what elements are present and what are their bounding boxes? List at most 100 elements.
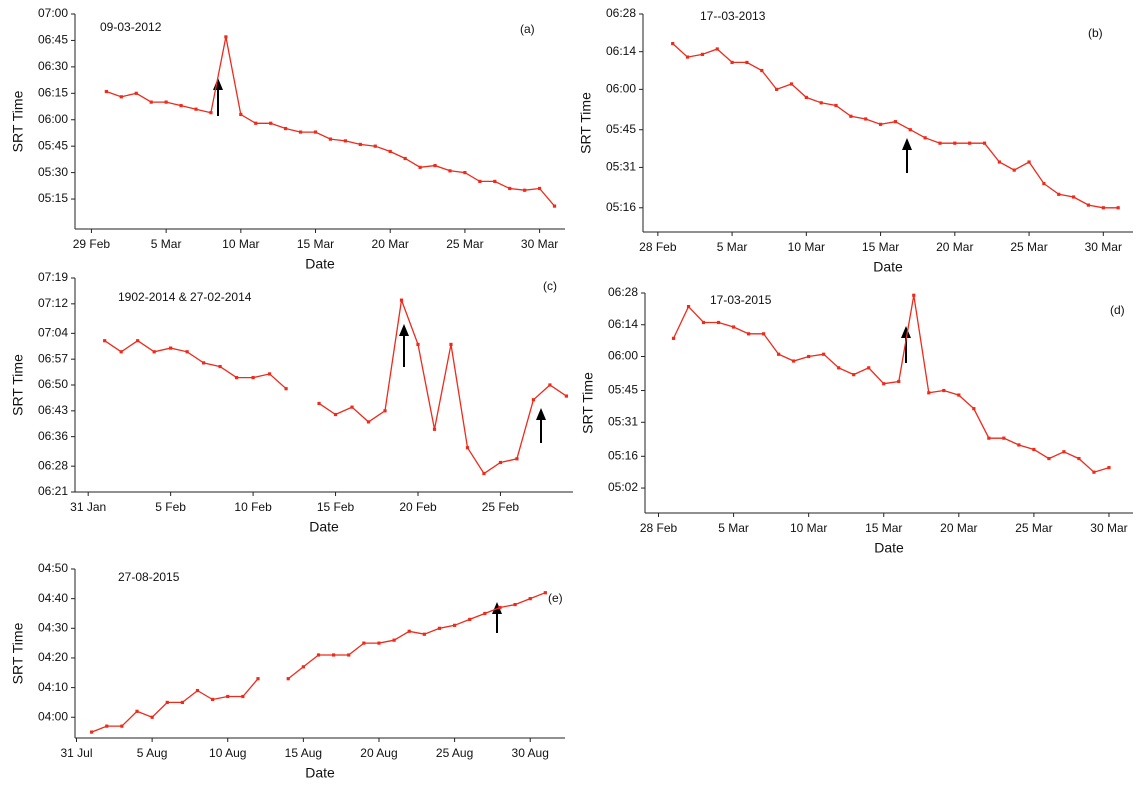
data-point xyxy=(449,342,453,347)
data-point xyxy=(777,352,781,356)
data-point xyxy=(388,149,392,154)
data-point xyxy=(849,114,853,118)
data-point xyxy=(180,700,184,705)
y-tick-label: 05:31 xyxy=(606,160,636,174)
data-point xyxy=(982,141,987,145)
data-point xyxy=(254,121,258,125)
x-axis-label: Date xyxy=(874,540,904,556)
data-point xyxy=(373,144,377,148)
data-point xyxy=(284,387,288,391)
chart-title: 1902-2014 & 27-02-2014 xyxy=(118,290,252,304)
data-point xyxy=(760,68,764,73)
data-point xyxy=(1032,447,1036,452)
data-point xyxy=(241,694,245,699)
y-axis-label: SRT Time xyxy=(580,372,596,434)
data-point xyxy=(333,412,338,417)
data-point xyxy=(822,352,826,356)
data-point xyxy=(350,405,354,409)
y-tick-label: 06:50 xyxy=(38,377,68,391)
x-tick-label: 25 Aug xyxy=(436,746,473,760)
x-tick-label: 29 Feb xyxy=(73,237,111,251)
data-point xyxy=(730,60,734,65)
y-tick-label: 06:45 xyxy=(38,33,68,47)
data-point xyxy=(1077,456,1081,461)
y-tick-label: 07:19 xyxy=(38,270,68,284)
y-tick-label: 06:28 xyxy=(38,458,68,472)
data-point xyxy=(968,141,972,145)
data-point xyxy=(819,101,823,105)
data-point xyxy=(468,617,472,622)
data-point xyxy=(149,100,153,104)
data-point xyxy=(119,95,123,99)
data-point xyxy=(251,376,255,380)
x-tick-label: 20 Mar xyxy=(372,237,409,251)
data-point xyxy=(1042,181,1046,186)
panel-label: (a) xyxy=(520,22,535,36)
data-point xyxy=(701,320,706,325)
y-tick-label: 06:00 xyxy=(38,112,68,126)
y-tick-label: 05:15 xyxy=(38,191,68,205)
data-point xyxy=(837,366,841,370)
arrow xyxy=(536,408,546,443)
x-tick-label: 31 Jul xyxy=(60,746,92,760)
data-point xyxy=(1012,168,1016,172)
data-point xyxy=(893,120,898,124)
data-point xyxy=(482,471,486,476)
x-tick-label: 25 Mar xyxy=(1010,240,1047,254)
y-tick-label: 05:31 xyxy=(608,414,638,428)
x-tick-label: 30 Mar xyxy=(1090,521,1127,535)
data-point xyxy=(298,130,303,134)
data-point xyxy=(152,350,156,354)
data-point xyxy=(165,700,169,705)
data-point xyxy=(543,591,547,595)
y-tick-label: 06:36 xyxy=(38,429,68,443)
data-point xyxy=(957,393,961,397)
x-tick-label: 10 Mar xyxy=(788,240,825,254)
data-point xyxy=(269,121,273,125)
y-tick-label: 06:00 xyxy=(608,349,638,363)
data-point xyxy=(407,629,411,633)
data-point xyxy=(136,339,140,343)
y-axis-label: SRT Time xyxy=(578,92,594,154)
data-point xyxy=(942,388,946,393)
data-point xyxy=(105,724,109,728)
y-tick-label: 05:16 xyxy=(606,200,636,214)
data-point xyxy=(90,730,94,734)
data-point xyxy=(150,715,154,719)
data-point xyxy=(997,160,1001,164)
data-point xyxy=(1107,466,1111,470)
x-tick-label: 30 Mar xyxy=(1085,240,1122,254)
data-point xyxy=(313,130,318,134)
data-point xyxy=(284,126,288,131)
y-tick-label: 07:12 xyxy=(38,296,68,310)
data-point xyxy=(1017,443,1021,447)
y-tick-label: 04:20 xyxy=(38,650,68,664)
data-point xyxy=(987,436,991,440)
x-tick-label: 15 Aug xyxy=(285,746,322,760)
x-tick-label: 15 Mar xyxy=(862,240,899,254)
data-point xyxy=(671,42,675,46)
y-tick-label: 06:00 xyxy=(606,82,636,96)
x-tick-label: 30 Mar xyxy=(521,237,558,251)
x-tick-label: 10 Feb xyxy=(234,500,272,514)
x-tick-label: 15 Feb xyxy=(317,500,355,514)
data-point xyxy=(328,137,333,141)
data-point xyxy=(1092,470,1096,474)
data-point xyxy=(437,626,442,630)
data-point xyxy=(416,342,420,347)
data-point xyxy=(515,457,519,461)
x-tick-label: 31 Jan xyxy=(70,500,106,514)
data-point xyxy=(209,111,213,115)
data-point xyxy=(218,364,222,369)
data-point xyxy=(731,325,736,329)
data-point xyxy=(134,91,138,95)
data-point xyxy=(878,122,883,126)
x-tick-label: 5 Mar xyxy=(718,521,749,535)
data-point xyxy=(465,446,470,450)
x-axis-label: Date xyxy=(309,519,339,535)
x-axis-label: Date xyxy=(873,259,903,275)
series-line xyxy=(672,43,1119,209)
data-point xyxy=(119,350,123,354)
data-point xyxy=(478,179,482,184)
